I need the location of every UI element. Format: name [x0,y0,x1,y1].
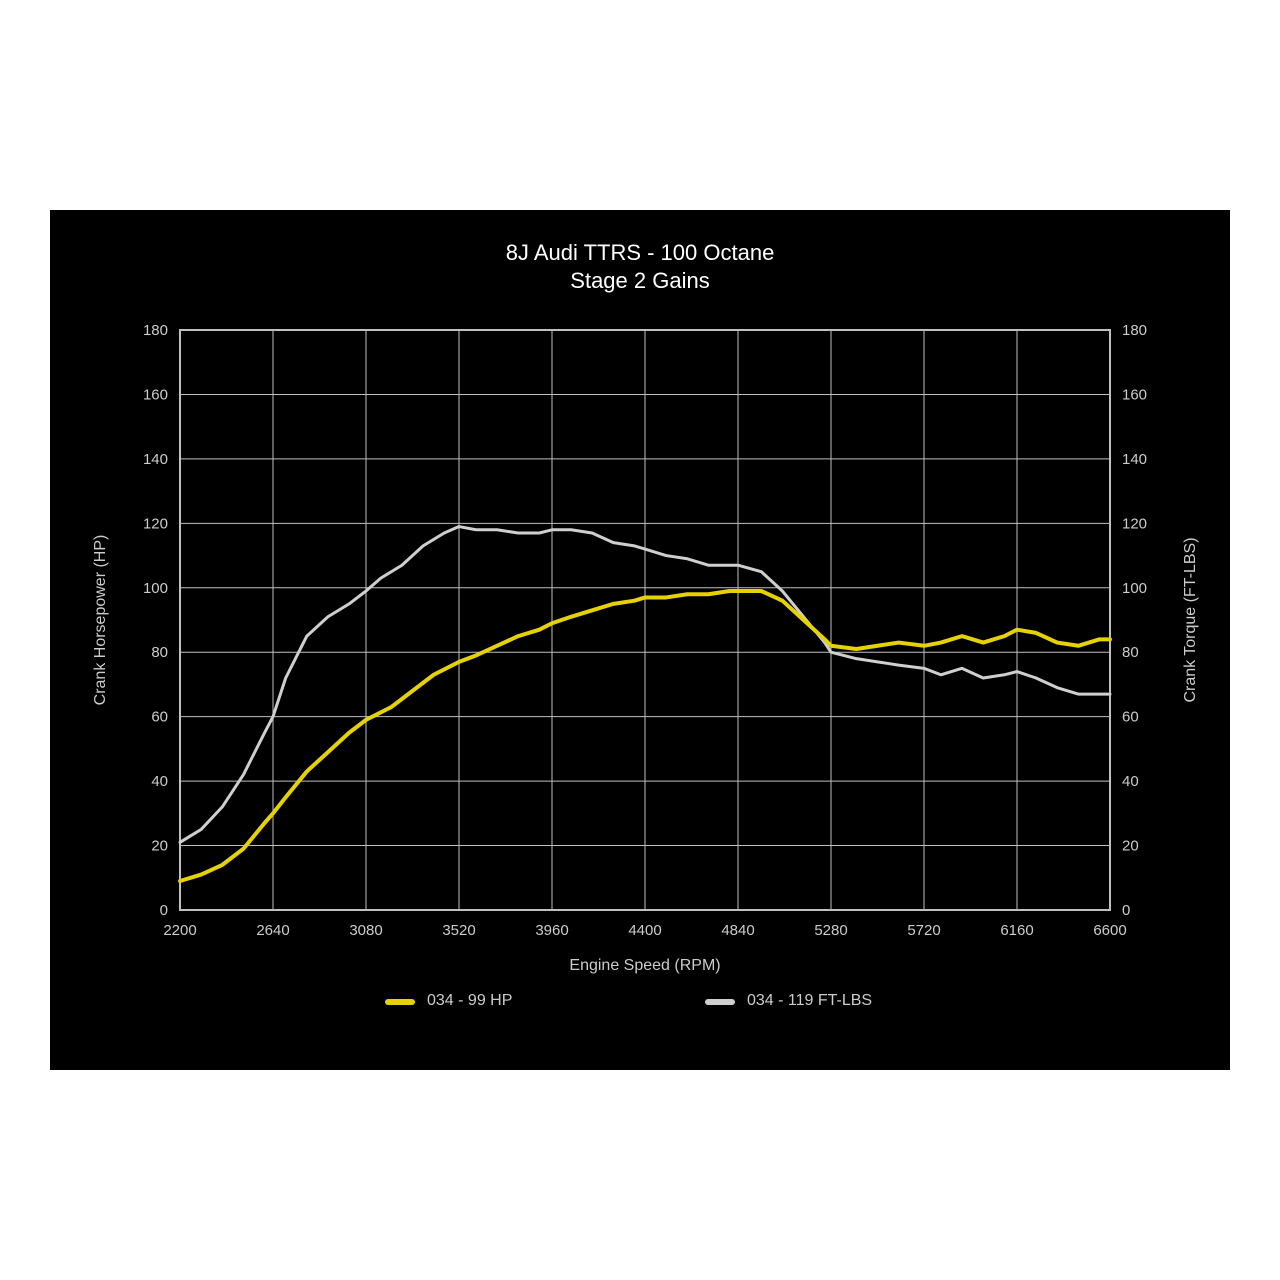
y-right-tick: 140 [1122,451,1147,468]
x-tick: 6160 [1000,922,1033,939]
y-left-tick: 60 [151,709,168,726]
x-axis-label: Engine Speed (RPM) [569,957,720,974]
y-right-tick: 60 [1122,709,1139,726]
y-left-tick: 100 [143,580,168,597]
y-right-tick: 0 [1122,902,1130,919]
x-tick: 5720 [907,922,940,939]
y-right-tick: 40 [1122,773,1139,790]
x-tick: 3080 [349,922,382,939]
y-left-tick: 160 [143,386,168,403]
x-tick: 5280 [814,922,847,939]
page: 8J Audi TTRS - 100 Octane Stage 2 Gains 22… [0,0,1280,1280]
chart-title-1: 8J Audi TTRS - 100 Octane [506,240,775,265]
y-left-tick: 80 [151,644,168,661]
chart-title-2: Stage 2 Gains [570,268,709,293]
x-tick: 4840 [721,922,754,939]
x-tick: 2640 [256,922,289,939]
y-right-tick: 180 [1122,322,1147,339]
legend-swatch-tq [705,999,735,1005]
x-tick: 3520 [442,922,475,939]
y-right-tick: 120 [1122,515,1147,532]
x-tick: 4400 [628,922,661,939]
y-left-label: Crank Horsepower (HP) [92,535,109,706]
y-left-tick: 0 [160,902,168,919]
y-right-tick: 80 [1122,644,1139,661]
y-left-tick: 120 [143,515,168,532]
y-left-tick: 40 [151,773,168,790]
x-tick: 2200 [163,922,196,939]
y-right-label: Crank Torque (FT-LBS) [1182,537,1199,702]
y-right-tick: 100 [1122,580,1147,597]
y-left-tick: 180 [143,322,168,339]
y-right-tick: 20 [1122,838,1139,855]
dyno-chart: 8J Audi TTRS - 100 Octane Stage 2 Gains 22… [50,210,1230,1070]
y-right-tick: 160 [1122,386,1147,403]
y-left-tick: 20 [151,838,168,855]
legend-label-hp: 034 - 99 HP [427,992,512,1009]
y-left-tick: 140 [143,451,168,468]
legend-label-tq: 034 - 119 FT-LBS [747,992,872,1009]
x-tick: 6600 [1093,922,1126,939]
x-tick: 3960 [535,922,568,939]
legend-swatch-hp [385,999,415,1005]
